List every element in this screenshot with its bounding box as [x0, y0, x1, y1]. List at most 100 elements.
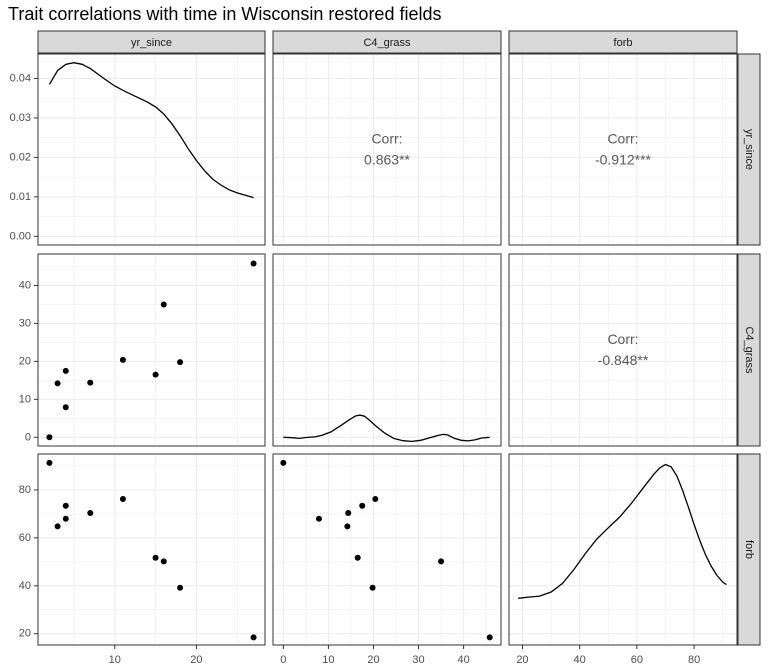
x-tick-label: 60: [631, 654, 643, 666]
strip-right-label-C4_grass: C4_grass: [743, 326, 755, 374]
y-tick-label: 60: [19, 532, 31, 544]
corr-value: 0.863**: [364, 152, 410, 168]
y-tick-label: 20: [19, 628, 31, 640]
x-tick-label: 30: [412, 654, 424, 666]
y-tick-label: 0.03: [10, 112, 31, 124]
y-tick-label: 0.04: [10, 72, 31, 84]
scatter-point: [369, 584, 376, 591]
panel-forb-forb: [508, 453, 738, 646]
panel-border: [272, 453, 502, 646]
x-tick-label: 40: [574, 654, 586, 666]
strip-top-label-C4_grass: C4_grass: [363, 37, 411, 49]
strip-top-forb: [508, 30, 738, 54]
strip-top-label-forb: forb: [614, 37, 633, 49]
y-tick-label: 0.02: [10, 151, 31, 163]
scatter-point: [344, 523, 351, 530]
scatter-point: [486, 634, 493, 641]
strip-right-forb: [737, 453, 761, 646]
scatter-point: [315, 515, 322, 522]
y-tick-label: 80: [19, 484, 31, 496]
panel-forb-C4_grass: [272, 453, 502, 646]
x-tick-label: 10: [109, 654, 121, 666]
panel-background: [273, 54, 501, 245]
panel-border: [37, 53, 266, 246]
density-curve-yr_since: [48, 62, 254, 199]
scatter-point: [152, 371, 159, 378]
panel-yr_since-forb: Corr: -0.912***: [508, 53, 738, 246]
strip-right-label-yr_since: yr_since: [743, 129, 755, 170]
scatter-point: [62, 367, 69, 374]
x-tick-label: 20: [516, 654, 528, 666]
panel-background: [38, 254, 265, 446]
x-tick-label: 20: [190, 654, 202, 666]
strip-right-C4_grass: [737, 253, 761, 447]
scatter-point: [87, 509, 94, 516]
panel-border: [37, 253, 266, 447]
x-tick-label: 10: [322, 654, 334, 666]
scatter-point: [280, 459, 287, 466]
corr-label: Corr:: [607, 331, 638, 347]
y-tick-label: 0.01: [10, 191, 31, 203]
panel-border: [272, 253, 502, 447]
chart-title: Trait correlations with time in Wisconsi…: [8, 4, 442, 24]
panel-background: [509, 454, 737, 645]
x-tick-label: 20: [367, 654, 379, 666]
corr-label: Corr:: [607, 131, 638, 147]
strip-right-yr_since: [737, 53, 761, 246]
y-tick-label: 40: [19, 279, 31, 291]
y-tick-label: 0: [25, 431, 31, 443]
scatter-point: [177, 584, 184, 591]
panel-border: [508, 453, 738, 646]
scatter-point: [152, 554, 159, 561]
panel-background: [509, 254, 737, 446]
panel-C4_grass-yr_since: [37, 253, 266, 447]
y-tick-label: 0.00: [10, 230, 31, 242]
scatter-point: [62, 515, 69, 522]
panel-yr_since-C4_grass: Corr: 0.863**: [272, 53, 502, 246]
strip-top-C4_grass: [272, 30, 502, 54]
strip-top-yr_since: [37, 30, 266, 54]
scatter-point: [372, 496, 379, 503]
scatter-point: [160, 558, 167, 565]
scatter-point: [46, 459, 53, 466]
corr-value: -0.848**: [598, 352, 649, 368]
panel-border: [508, 253, 738, 447]
scatter-point: [438, 558, 445, 565]
panel-background: [509, 54, 737, 245]
scatter-point: [345, 509, 352, 516]
y-tick-label: 10: [19, 393, 31, 405]
x-tick-label: 80: [688, 654, 700, 666]
scatter-point: [62, 502, 69, 509]
scatter-point: [46, 434, 53, 441]
scatter-point: [119, 496, 126, 503]
panel-border: [508, 53, 738, 246]
panel-border: [37, 453, 266, 646]
scatter-point: [359, 502, 366, 509]
density-curve-C4_grass: [283, 414, 490, 443]
panel-C4_grass-C4_grass: [272, 253, 502, 447]
y-tick-label: 20: [19, 355, 31, 367]
scatter-point: [354, 554, 361, 561]
panel-C4_grass-forb: Corr: -0.848**: [508, 253, 738, 447]
x-tick-label: 40: [457, 654, 469, 666]
scatter-point: [119, 356, 126, 363]
scatter-point: [54, 380, 61, 387]
panel-border: [272, 53, 502, 246]
x-tick-label: 0: [280, 654, 286, 666]
scatter-point: [87, 379, 94, 386]
y-tick-label: 40: [19, 580, 31, 592]
panel-background: [273, 254, 501, 446]
corr-label: Corr:: [371, 131, 402, 147]
panel-background: [38, 54, 265, 245]
scatter-point: [250, 634, 257, 641]
scatter-point: [160, 301, 167, 308]
scatter-point: [177, 359, 184, 366]
density-curve-forb: [518, 463, 727, 599]
panel-background: [38, 454, 265, 645]
panel-yr_since-yr_since: [37, 53, 266, 246]
strip-right-label-forb: forb: [743, 540, 755, 559]
panel-background: [273, 454, 501, 645]
y-tick-label: 30: [19, 317, 31, 329]
strip-top-label-yr_since: yr_since: [131, 37, 172, 49]
